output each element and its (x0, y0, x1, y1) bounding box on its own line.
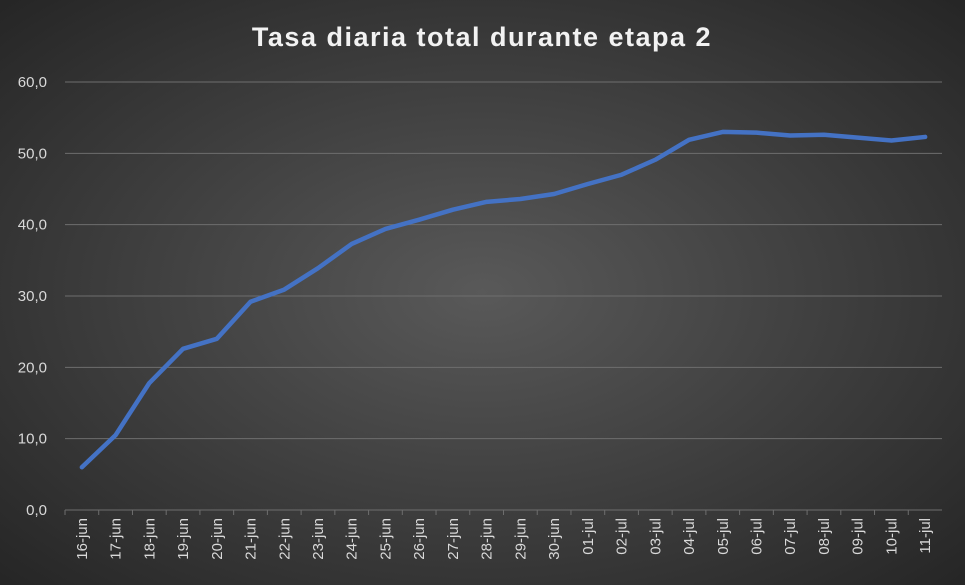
x-tick-label: 17-jun (108, 518, 125, 560)
x-tick-label: 09-jul (850, 518, 867, 555)
y-tick-label: 60,0 (18, 74, 47, 91)
x-tick-label: 11-jul (917, 518, 934, 554)
x-tick-label: 03-jul (647, 518, 664, 555)
x-tick-label: 29-jun (512, 518, 529, 560)
x-tick-label: 05-jul (715, 518, 732, 555)
x-tick-label: 25-jun (377, 518, 394, 560)
x-tick-label: 01-jul (580, 518, 597, 555)
x-tick-label: 26-jun (411, 518, 428, 560)
x-tick-label: 28-jun (479, 518, 496, 560)
x-tick-label: 18-jun (141, 518, 158, 560)
y-tick-label: 40,0 (18, 217, 47, 234)
x-tick-label: 30-jun (546, 518, 563, 560)
x-tick-label: 20-jun (209, 518, 226, 560)
y-tick-label: 50,0 (18, 145, 47, 162)
chart-title: Tasa diaria total durante etapa 2 (252, 22, 712, 52)
x-tick-label: 24-jun (344, 518, 361, 560)
x-tick-label: 08-jul (816, 518, 833, 555)
y-tick-label: 0,0 (26, 502, 47, 519)
x-tick-label: 06-jul (748, 518, 765, 555)
x-tick-label: 21-jun (243, 518, 260, 560)
x-tick-label: 07-jul (782, 518, 799, 555)
y-tick-label: 30,0 (18, 288, 47, 305)
data-line (79, 129, 928, 470)
x-tick-label: 22-jun (276, 518, 293, 560)
y-tick-label: 20,0 (18, 359, 47, 376)
x-tick-label: 16-jun (74, 518, 91, 560)
x-tick-label: 23-jun (310, 518, 327, 560)
x-tick-label: 27-jun (445, 518, 462, 560)
x-tick-label: 02-jul (614, 518, 631, 555)
x-tick-label: 19-jun (175, 518, 192, 560)
x-tick-label: 04-jul (681, 518, 698, 555)
y-tick-label: 10,0 (18, 431, 47, 448)
x-tick-label: 10-jul (883, 518, 900, 555)
